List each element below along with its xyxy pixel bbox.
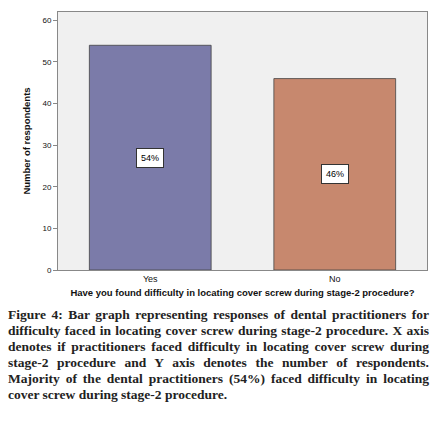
svg-text:Have you found difficulty in l: Have you found difficulty in locating co…: [70, 287, 414, 298]
html-text:Figure 4: Bar graph representi: Figure 4: Bar graph representing respons…: [8, 307, 429, 402]
svg-text:54%: 54%: [141, 153, 159, 163]
svg-text:30: 30: [42, 141, 51, 150]
svg-text:10: 10: [42, 224, 51, 233]
svg-text:50: 50: [42, 58, 51, 67]
svg-text:46%: 46%: [326, 169, 344, 179]
svg-text:60: 60: [42, 16, 51, 25]
svg-text:0: 0: [47, 266, 52, 275]
svg-text:Yes: Yes: [143, 274, 158, 284]
svg-text:No: No: [329, 274, 341, 284]
svg-text:Number of respondents: Number of respondents: [21, 87, 32, 194]
svg-text:20: 20: [42, 183, 51, 192]
svg-text:40: 40: [42, 99, 51, 108]
